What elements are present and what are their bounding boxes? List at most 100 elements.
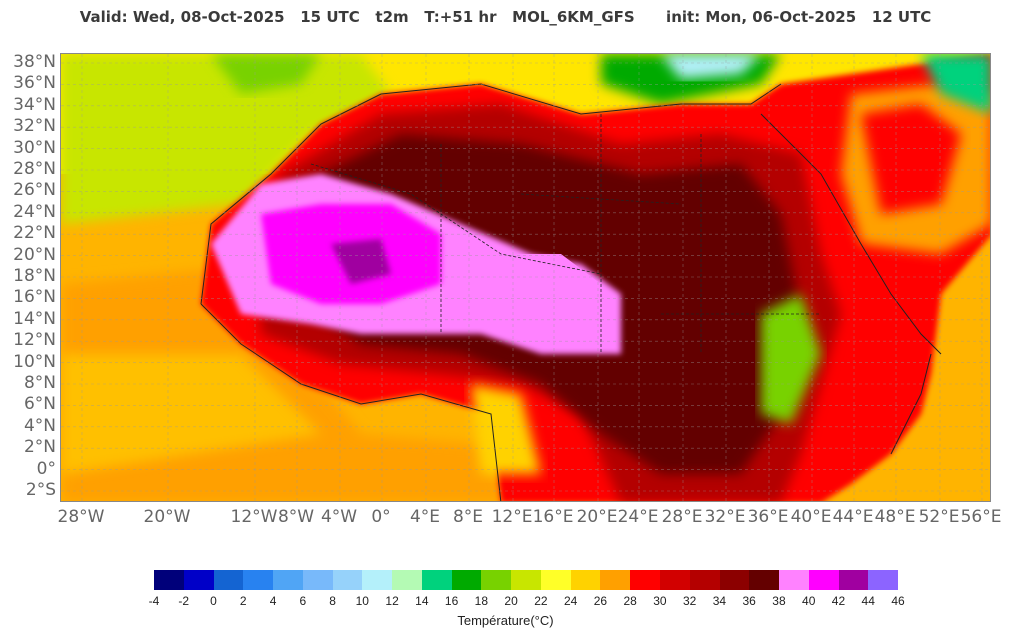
legend-swatch — [481, 570, 512, 590]
atlantic-cooler-area — [211, 54, 321, 94]
legend-swatch — [779, 570, 809, 590]
legend-swatch — [332, 570, 363, 590]
legend-tick-label: 10 — [355, 594, 369, 608]
ethiopian-highlands-area — [761, 294, 821, 424]
legend-title: Température(°C) — [457, 613, 554, 628]
longitude-label: 24°E — [617, 507, 659, 527]
latitude-label: 4°N — [23, 415, 56, 436]
latitude-label: 18°N — [13, 266, 56, 286]
longitude-label: 0° — [371, 507, 391, 527]
legend-swatch — [392, 570, 422, 590]
legend-tick-label: 46 — [891, 594, 905, 608]
legend-tick-label: 30 — [653, 594, 667, 608]
legend-swatch — [154, 570, 184, 590]
longitude-label: 12°W — [230, 507, 278, 527]
latitude-label: 20°N — [13, 244, 56, 265]
legend-tick-label: 4 — [269, 594, 277, 608]
latitude-label: 32°N — [13, 116, 56, 137]
map-title: Valid: Wed, 08-Oct-2025 15 UTC t2m T:+51… — [79, 8, 932, 26]
latitude-label: 12°N — [13, 330, 56, 351]
longitude-label: 16°E — [532, 507, 574, 527]
mediterranean-cool-area — [661, 54, 761, 79]
legend-tick-label: 12 — [385, 594, 399, 608]
legend-tick-label: 32 — [682, 594, 697, 608]
legend-tick-label: 14 — [415, 594, 429, 608]
legend-tick-label: 22 — [534, 594, 548, 608]
legend-swatch — [302, 570, 333, 590]
legend-swatch — [600, 570, 631, 590]
latitude-label: 6°N — [23, 394, 56, 415]
latitude-label: 2°S — [25, 480, 56, 500]
arabian-hot-area — [861, 104, 961, 214]
longitude-label: 28°W — [57, 507, 105, 527]
legend-swatch — [838, 570, 869, 590]
chad-extreme-heat-area — [481, 254, 611, 339]
legend-tick-label: 24 — [563, 594, 578, 608]
longitude-label: 48°E — [874, 507, 916, 527]
longitude-label: 4°W — [320, 507, 358, 527]
legend-swatch — [808, 570, 839, 590]
legend-tick-label: 20 — [504, 594, 518, 608]
longitude-label: 28°E — [661, 507, 703, 527]
legend-swatch — [243, 570, 274, 590]
longitude-label: 44°E — [832, 507, 874, 527]
coastline — [200, 83, 942, 501]
legend-swatch — [570, 570, 601, 590]
longitude-label: 32°E — [704, 507, 746, 527]
legend-swatch — [660, 570, 690, 590]
legend-swatch — [749, 570, 780, 590]
legend-tick-label: 38 — [772, 594, 786, 608]
longitude-label: 4°E — [409, 507, 441, 527]
legend-swatch — [183, 570, 214, 590]
legend-swatch — [868, 570, 899, 590]
legend-swatch — [213, 570, 244, 590]
legend-swatch — [511, 570, 541, 590]
latitude-label: 36°N — [13, 73, 56, 94]
legend-tick-label: 42 — [831, 594, 846, 608]
legend-tick-label: 8 — [329, 594, 336, 608]
legend-tick-label: 0 — [210, 594, 217, 608]
longitude-label: 36°E — [747, 507, 789, 527]
longitude-label: 40°E — [790, 507, 832, 527]
latitude-label: 8°N — [23, 373, 56, 393]
legend-tick-label: 2 — [239, 594, 247, 608]
latitude-label: 2°N — [23, 437, 56, 458]
legend-swatch — [689, 570, 720, 590]
legend-swatch — [362, 570, 393, 590]
longitude-label: 20°E — [576, 507, 618, 527]
legend-tick-label: 34 — [712, 594, 727, 608]
latitude-label: 26°N — [13, 180, 56, 201]
legend-tick-label: 18 — [474, 594, 489, 608]
latitude-label: 38°N — [13, 52, 56, 72]
latitude-label: 16°N — [13, 287, 56, 308]
legend-tick-label: -4 — [148, 594, 160, 608]
legend-swatch — [540, 570, 571, 590]
levant-cool-area — [921, 54, 990, 114]
longitude-label: 52°E — [918, 507, 960, 527]
legend-tick-label: 26 — [593, 594, 608, 608]
legend-tick-label: 44 — [861, 594, 875, 608]
legend-swatch — [273, 570, 303, 590]
temperature-map[interactable] — [60, 53, 991, 502]
legend-tick-label: 36 — [742, 594, 756, 608]
latitude-label: 30°N — [13, 137, 56, 158]
atlantic-cool-area — [61, 54, 391, 224]
longitude-label: 20°W — [143, 507, 191, 527]
central-africa-mild-area — [471, 384, 541, 474]
latitude-label: 34°N — [13, 94, 56, 115]
legend-tick-label: 6 — [299, 594, 307, 608]
legend-swatch — [421, 570, 452, 590]
legend-tick-label: 16 — [444, 594, 459, 608]
color-legend — [154, 570, 899, 590]
latitude-label: 0° — [36, 458, 56, 479]
latitude-label: 22°N — [13, 223, 56, 244]
legend-swatch — [630, 570, 661, 590]
longitude-label: 56°E — [960, 507, 1002, 527]
graticule — [61, 54, 990, 501]
legend-tick-label: -2 — [178, 594, 190, 608]
longitude-label: 12°E — [491, 507, 533, 527]
latitude-label: 24°N — [13, 201, 56, 222]
longitude-label: 8°W — [277, 507, 315, 527]
legend-tick-label: 28 — [623, 594, 637, 608]
latitude-label: 28°N — [13, 159, 56, 179]
